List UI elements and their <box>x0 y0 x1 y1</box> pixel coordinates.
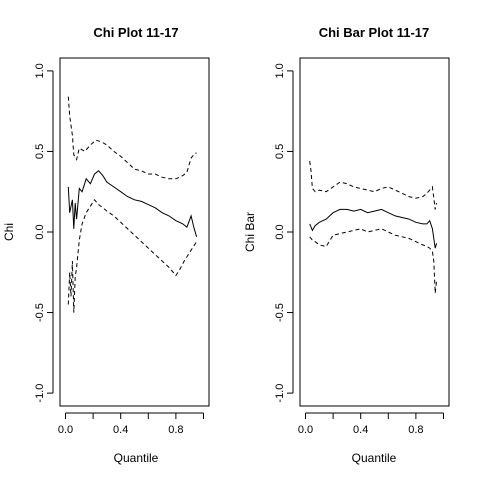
y-tick-label: 1.0 <box>34 63 46 78</box>
chi-bar-plot-panel: Chi Bar Plot 11-17 Quantile Chi Bar 0.0 0.4 0… <box>243 25 450 465</box>
x-tick-label: 0.8 <box>168 424 183 436</box>
x-tick-label: 0.4 <box>353 424 368 436</box>
y-tick-label: 0.0 <box>34 224 46 239</box>
estimate-line <box>67 170 198 237</box>
plot-frame <box>59 57 210 407</box>
y-axis-label: Chi <box>2 223 16 241</box>
x-axis-label: Quantile <box>352 451 397 465</box>
lower-bound-line <box>67 198 198 313</box>
upper-bound-line <box>309 161 438 210</box>
y-tick-label: 0.5 <box>34 144 46 159</box>
y-tick-label: -0.5 <box>34 303 46 322</box>
x-tick-label: 0.0 <box>58 424 73 436</box>
y-tick-label: -1.0 <box>274 384 286 403</box>
y-axis-label: Chi Bar <box>243 212 257 252</box>
y-tick-label: 0.5 <box>274 144 286 159</box>
plot-frame <box>299 57 450 407</box>
x-tick-label: 0.4 <box>113 424 128 436</box>
y-tick-label: 1.0 <box>274 63 286 78</box>
chart-title: Chi Plot 11-17 <box>93 25 178 40</box>
x-tick-label: 0.0 <box>298 424 313 436</box>
estimate-line <box>309 208 438 249</box>
y-tick-label: -1.0 <box>34 384 46 403</box>
upper-bound-line <box>67 96 197 180</box>
x-axis-label: Quantile <box>114 451 159 465</box>
chart-title: Chi Bar Plot 11-17 <box>319 25 430 40</box>
x-tick-label: 0.8 <box>408 424 423 436</box>
y-tick-label: 0.0 <box>274 224 286 239</box>
y-tick-label: -0.5 <box>274 303 286 322</box>
lower-bound-line <box>309 228 438 294</box>
chi-plot-panel: Chi Plot 11-17 Quantile Chi 0.0 0.4 0.8 -1.0 -0… <box>2 25 210 465</box>
